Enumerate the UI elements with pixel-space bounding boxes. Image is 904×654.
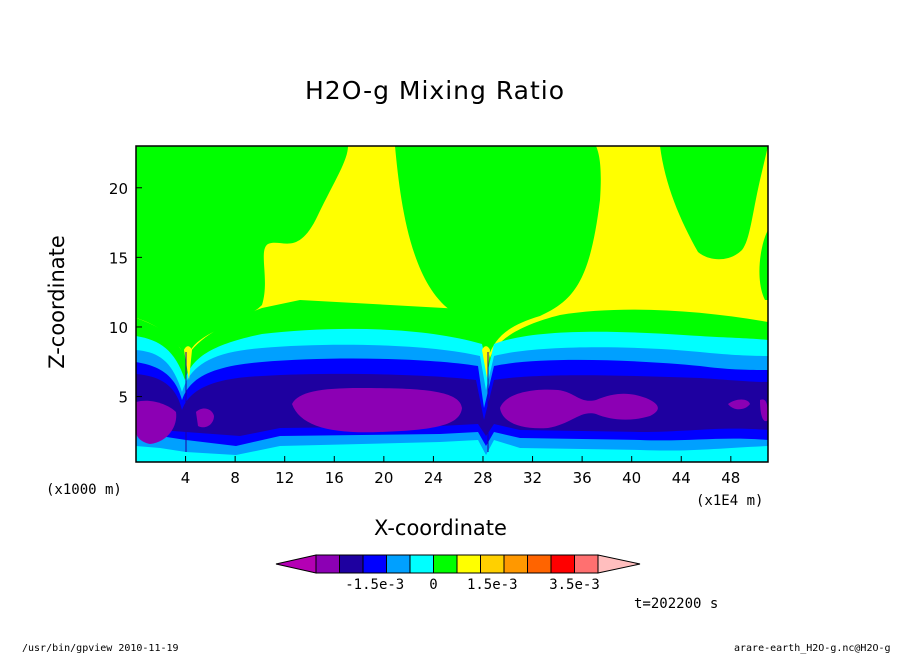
colorbar-tick-label: 3.5e-3: [549, 577, 600, 593]
x-tick-label: 32: [523, 469, 542, 487]
y-ticks: 5 10 15 20: [109, 180, 142, 407]
y-tick-label: 15: [109, 249, 128, 267]
colorbar-swatch: [456, 554, 481, 574]
footer-left: /usr/bin/gpview 2010-11-19: [22, 643, 179, 654]
footer-right: arare-earth_H2O-g.nc@H2O-g: [734, 643, 891, 654]
colorbar-swatch: [315, 554, 340, 574]
chart-title: H2O-g Mixing Ratio: [305, 76, 566, 105]
time-annotation: t=202200 s: [634, 596, 719, 612]
colorbar-swatch: [480, 554, 505, 574]
x-tick-label: 8: [230, 469, 240, 487]
x-tick-label: 44: [672, 469, 691, 487]
colorbar: -1.5e-3 0 1.5e-3 3.5e-3: [275, 554, 641, 593]
x-tick-label: 4: [181, 469, 191, 487]
colorbar-tick-label: 0: [429, 577, 437, 593]
y-unit-label: (x1000 m): [46, 482, 122, 498]
plot-frame: [135, 145, 769, 463]
y-tick-label: 5: [118, 389, 128, 407]
band-green: [136, 146, 768, 360]
x-tick-label: 20: [374, 469, 393, 487]
x-tick-label: 24: [424, 469, 443, 487]
band-purple: [292, 388, 462, 433]
colorbar-swatch: [574, 554, 599, 574]
x-tick-label: 12: [275, 469, 294, 487]
colorbar-swatch: [362, 554, 387, 574]
colorbar-swatch: [503, 554, 528, 574]
colorbar-swatch: [386, 554, 411, 574]
colorbar-swatch: [339, 554, 364, 574]
colorbar-swatch: [527, 554, 552, 574]
x-tick-label: 28: [473, 469, 492, 487]
y-tick-label: 20: [109, 180, 128, 198]
x-tick-label: 48: [721, 469, 740, 487]
colorbar-swatch: [433, 554, 458, 574]
colorbar-arrow-left: [275, 554, 317, 574]
colorbar-tick-label: 1.5e-3: [467, 577, 518, 593]
x-tick-label: 40: [622, 469, 641, 487]
colorbar-swatch: [550, 554, 575, 574]
y-tick-label: 10: [109, 319, 128, 337]
colorbar-swatch: [409, 554, 434, 574]
x-unit-label: (x1E4 m): [696, 493, 764, 509]
colorbar-tick-label: -1.5e-3: [345, 577, 404, 593]
x-tick-label: 16: [325, 469, 344, 487]
contour-field: [136, 146, 768, 462]
x-tick-label: 36: [573, 469, 592, 487]
colorbar-arrow-right: [597, 554, 641, 574]
y-axis-label: Z-coordinate: [44, 235, 69, 369]
x-axis-label: X-coordinate: [374, 516, 507, 540]
x-ticks: 4 8 12 16 20 24 28 32 36 40 44 48: [181, 456, 740, 487]
